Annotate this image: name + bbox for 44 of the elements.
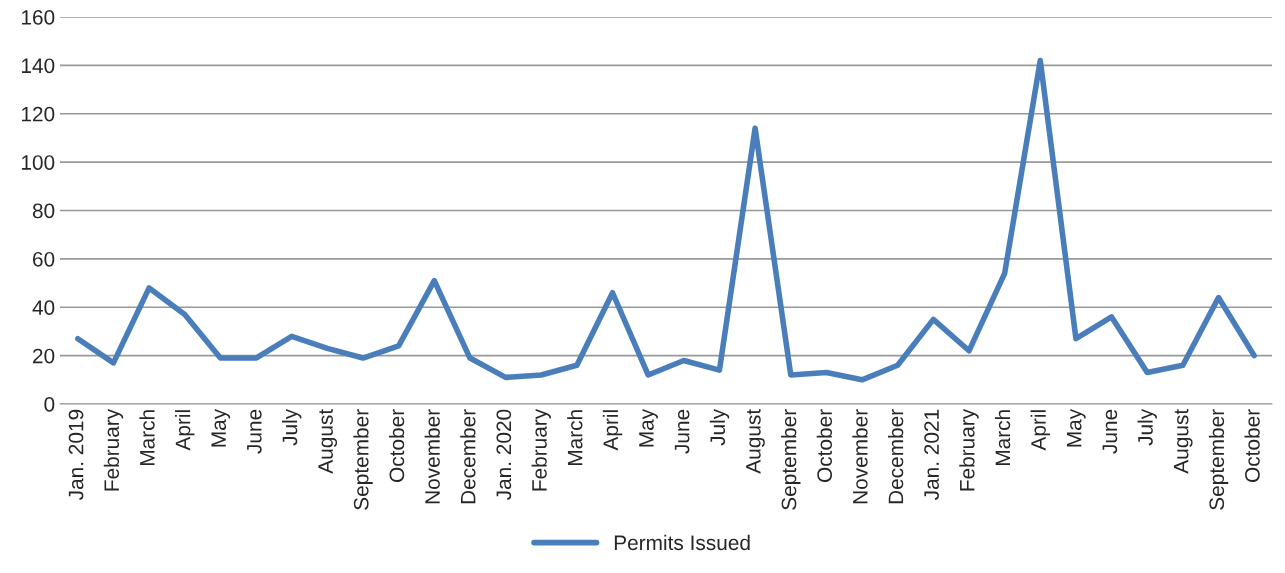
y-tick-label: 120 [21,106,55,122]
x-tick-label: December [888,409,904,504]
x-tick-label: November [852,409,868,504]
x-tick-label: May [639,408,658,447]
x-tick-label: October [816,409,832,482]
x-tick-label: September [1208,409,1229,510]
x-tick-label: October [1244,409,1260,482]
x-tick-label: Jan. 2019 [68,409,84,501]
y-tick-label: 40 [32,300,55,315]
y-tick-label: 100 [21,155,55,170]
x-tick-label: August [1173,409,1193,474]
x-tick-label: May [1067,408,1086,447]
y-tick-label: 20 [33,348,55,364]
x-tick-label: April [1030,410,1050,451]
x-tick-label: February [103,408,124,491]
x-tick-label: June [674,409,690,454]
x-tick-label: April [175,410,195,451]
x-tick-label: March [994,410,1011,466]
x-tick-label: April [602,410,623,451]
y-tick-label: 60 [33,251,55,267]
x-tick-label: November [424,409,440,504]
x-tick-label: Jan. 2021 [924,409,939,501]
x-tick-label: July [1137,408,1157,446]
x-tick-label: October [388,409,405,482]
x-tick-label: May [211,408,231,447]
y-tick-label: 80 [32,203,55,219]
x-tick-label: August [318,409,338,474]
y-tick-label: 0 [44,397,55,412]
x-tick-label: July [709,408,730,446]
x-tick-label: February [959,408,979,491]
x-tick-label: March [139,410,155,466]
x-tick-label: September [781,409,801,510]
x-tick-label: August [746,409,765,474]
y-tick-label: 160 [21,10,55,25]
x-tick-label: February [531,408,551,491]
x-tick-label: June [1102,409,1118,454]
x-tick-label: Jan. 2020 [496,409,512,501]
x-tick-label: September [353,409,373,510]
x-tick-label: March [567,410,583,466]
legend-label: Permits Issued [614,534,750,551]
x-tick-label: July [282,408,302,446]
y-tick-label: 140 [21,58,55,74]
x-tick-label: June [247,409,262,454]
x-tick-label: December [460,409,476,504]
